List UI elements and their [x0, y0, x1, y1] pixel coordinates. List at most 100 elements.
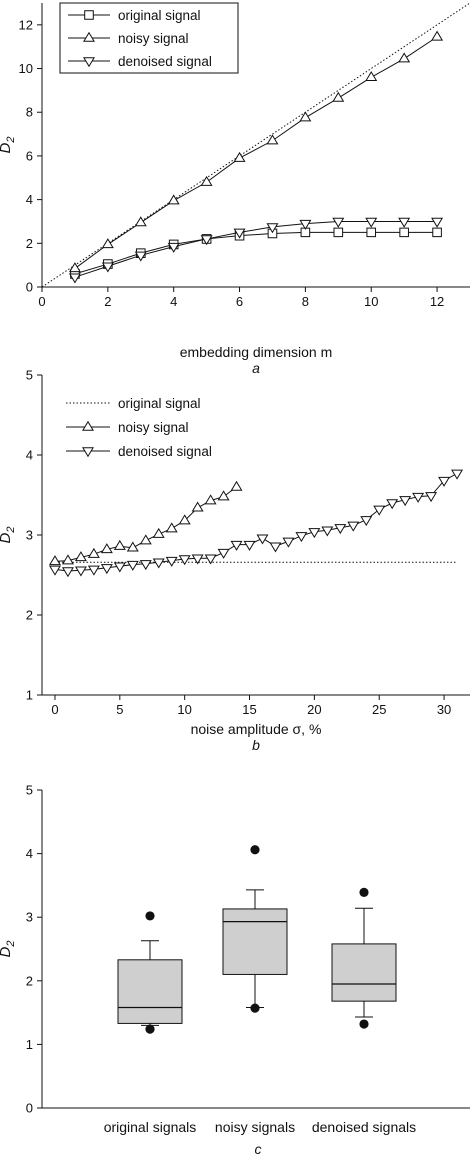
- outlier-point: [145, 1024, 155, 1034]
- data-point: [74, 566, 87, 577]
- y-tick-label: 2: [26, 236, 33, 251]
- data-point: [333, 227, 344, 238]
- panel-letter: b: [252, 737, 260, 753]
- data-point: [165, 556, 178, 567]
- category-label: original signals: [104, 1119, 197, 1135]
- y-tick-label: 3: [26, 528, 33, 543]
- data-point: [299, 219, 312, 230]
- reference-line: [41, 2, 471, 288]
- x-tick-label: 10: [177, 702, 191, 717]
- data-point: [295, 532, 308, 543]
- data-point: [126, 541, 139, 552]
- y-tick-label: 4: [26, 448, 33, 463]
- x-tick-label: 4: [170, 294, 177, 309]
- data-point: [451, 469, 464, 480]
- data-point: [230, 540, 243, 551]
- data-point: [167, 194, 180, 205]
- data-point: [332, 91, 345, 102]
- data-point: [256, 534, 269, 545]
- legend-marker: [82, 420, 94, 431]
- x-axis-label: embedding dimension m: [180, 344, 333, 360]
- box-body: [117, 959, 183, 1024]
- data-point: [269, 542, 282, 553]
- data-point: [217, 490, 230, 501]
- legend-marker: [82, 447, 94, 458]
- category-label: noisy signals: [215, 1119, 295, 1135]
- series-line-0: [74, 231, 438, 275]
- data-point: [438, 476, 451, 487]
- y-tick-label: 5: [26, 368, 33, 383]
- x-tick-label: 0: [38, 294, 45, 309]
- x-tick-label: 20: [307, 702, 321, 717]
- data-point: [332, 217, 345, 228]
- category-label: denoised signals: [312, 1119, 416, 1135]
- data-point: [68, 262, 81, 273]
- data-point: [365, 71, 378, 82]
- data-point: [217, 548, 230, 559]
- data-point: [200, 175, 213, 186]
- data-point: [365, 217, 378, 228]
- legend-label: original signal: [118, 8, 201, 23]
- legend-label: noisy signal: [118, 420, 189, 435]
- legend-label: denoised signal: [118, 54, 212, 69]
- data-point: [299, 111, 312, 122]
- x-tick-label: 5: [116, 702, 123, 717]
- data-point: [398, 217, 411, 228]
- data-point: [167, 242, 180, 253]
- data-point: [412, 492, 425, 503]
- data-point: [399, 227, 409, 238]
- data-point: [360, 516, 373, 527]
- legend-marker: [83, 57, 95, 68]
- y-tick-label: 2: [26, 973, 33, 988]
- data-point: [113, 562, 126, 573]
- x-tick-label: 15: [242, 702, 256, 717]
- data-point: [432, 227, 442, 238]
- box-2: [331, 887, 397, 1029]
- data-point: [100, 564, 113, 575]
- data-point: [425, 492, 438, 503]
- data-point: [347, 521, 360, 532]
- data-point: [100, 543, 113, 554]
- x-tick-label: 6: [236, 294, 243, 309]
- data-point: [431, 30, 444, 41]
- data-point: [61, 554, 74, 565]
- data-point: [233, 151, 246, 162]
- data-point: [134, 216, 147, 227]
- data-point: [152, 558, 165, 569]
- data-point: [334, 524, 347, 535]
- panel-a: 0 2 4 6 8 10 12 0 2 4 6 8 10 12 embedding dimension m D…: [0, 2, 471, 376]
- x-axis-label: noise amplitude σ, %: [191, 721, 322, 737]
- y-tick-label: 0: [26, 1101, 33, 1116]
- y-tick-label: 1: [26, 688, 33, 703]
- data-point: [204, 554, 217, 565]
- y-tick-label: 2: [26, 608, 33, 623]
- data-point: [68, 273, 81, 284]
- data-point: [165, 522, 178, 533]
- y-tick-label: 12: [19, 17, 33, 32]
- data-point: [321, 526, 334, 537]
- data-point: [139, 560, 152, 571]
- y-tick-label: 10: [19, 61, 33, 76]
- box-0: [117, 911, 183, 1034]
- panel-c: 0 1 2 3 4 5 D2 original signals noisy signals den…: [0, 783, 470, 1155]
- x-tick-label: 25: [372, 702, 386, 717]
- data-point: [139, 534, 152, 545]
- data-point: [152, 527, 165, 538]
- data-point: [308, 528, 321, 539]
- y-axis-label: D2: [0, 941, 17, 958]
- legend-marker: [84, 10, 94, 20]
- box-body: [222, 908, 288, 975]
- data-point: [373, 505, 386, 516]
- box-1: [222, 845, 288, 1013]
- data-point: [178, 514, 191, 525]
- y-axis-label: D2: [0, 527, 17, 544]
- y-tick-label: 6: [26, 148, 33, 163]
- outlier-point: [250, 845, 260, 855]
- panel-letter: a: [252, 360, 260, 376]
- data-point: [399, 496, 412, 507]
- data-point: [366, 227, 377, 238]
- panel-letter: c: [255, 1141, 262, 1155]
- data-point: [178, 555, 191, 566]
- y-tick-label: 1: [26, 1037, 33, 1052]
